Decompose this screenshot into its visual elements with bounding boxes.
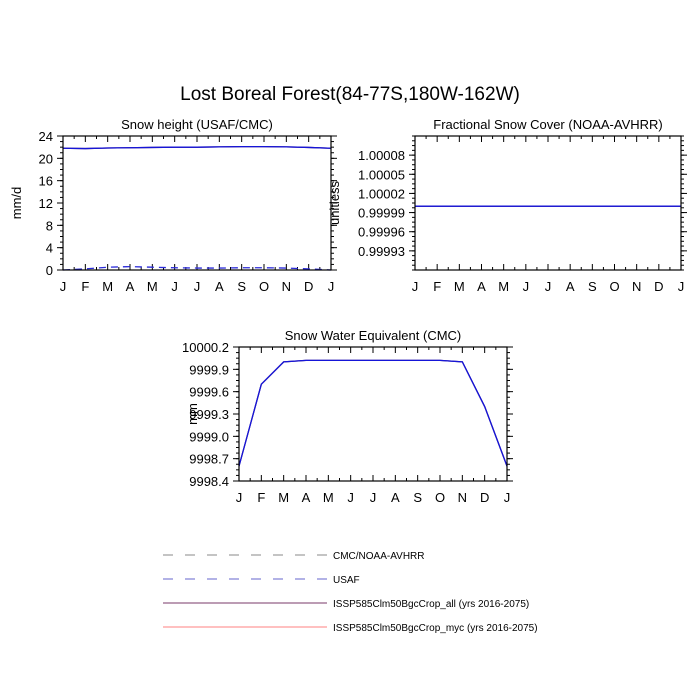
x-tick-label: S [588, 279, 597, 294]
y-tick-label: 12 [39, 196, 53, 211]
x-tick-label: N [632, 279, 641, 294]
x-tick-label: A [566, 279, 575, 294]
legend-label-4: ISSP585Clm50BgcCrop_myc (yrs 2016-2075) [333, 623, 538, 634]
y-tick-label: 9999.3 [189, 407, 229, 422]
legend-label-1: CMC/NOAA-AVHRR [333, 551, 424, 562]
x-tick-label: J [523, 279, 530, 294]
x-tick-label: M [323, 490, 334, 505]
legend-label-2: USAF [333, 575, 360, 586]
x-tick-label: M [278, 490, 289, 505]
x-tick-label: J [328, 279, 335, 294]
panel-title: Fractional Snow Cover (NOAA-AVHRR) [433, 117, 662, 132]
y-tick-label: 1.00008 [358, 148, 405, 163]
y-axis-label: mm/d [9, 187, 24, 220]
x-tick-label: J [504, 490, 511, 505]
y-axis-label: mm [185, 403, 200, 425]
x-tick-label: N [458, 490, 467, 505]
plot-frame [414, 135, 682, 271]
x-tick-label: M [147, 279, 158, 294]
y-tick-label: 24 [39, 129, 53, 144]
x-tick-label: D [304, 279, 313, 294]
x-tick-label: J [236, 490, 243, 505]
x-tick-label: A [302, 490, 311, 505]
panel-title: Snow Water Equivalent (CMC) [285, 328, 462, 343]
plot-frame [238, 346, 508, 482]
y-tick-label: 4 [46, 241, 53, 256]
plot-frame [62, 135, 332, 271]
chart-panel-2: Fractional Snow Cover (NOAA-AVHRR) unitle… [327, 117, 687, 294]
figure-title: Lost Boreal Forest(84-77S,180W-162W) [180, 84, 520, 105]
x-tick-label: F [257, 490, 265, 505]
x-tick-label: N [282, 279, 291, 294]
x-tick-label: J [545, 279, 552, 294]
x-tick-label: O [435, 490, 445, 505]
x-tick-label: J [171, 279, 178, 294]
x-tick-label: F [433, 279, 441, 294]
y-tick-label: 9998.7 [189, 452, 229, 467]
y-tick-label: 9999.9 [189, 362, 229, 377]
y-tick-label: 9999.6 [189, 385, 229, 400]
x-tick-label: M [454, 279, 465, 294]
series-line-2 [62, 145, 332, 150]
x-tick-label: A [391, 490, 400, 505]
y-tick-label: 0.99993 [358, 244, 405, 259]
y-tick-label: 1.00005 [358, 167, 405, 182]
x-tick-label: F [81, 279, 89, 294]
x-tick-label: M [498, 279, 509, 294]
x-tick-label: M [102, 279, 113, 294]
x-tick-label: J [412, 279, 419, 294]
chart-panel-1: Snow height (USAF/CMC)mm/dJ F M A M J J A S O N D J0… [9, 117, 337, 294]
y-tick-label: 9999.0 [189, 429, 229, 444]
x-tick-label: O [259, 279, 269, 294]
series-line-2 [238, 359, 508, 467]
panels: Snow height (USAF/CMC)mm/dJ F M A M J J A S O N D J0… [9, 117, 687, 505]
panel-title: Snow height (USAF/CMC) [121, 117, 273, 132]
y-tick-label: 0 [46, 263, 53, 278]
legend-label-3: ISSP585Clm50BgcCrop_all (yrs 2016-2075) [333, 599, 529, 610]
x-tick-label: A [215, 279, 224, 294]
x-tick-label: A [126, 279, 135, 294]
series-line-1 [238, 359, 508, 467]
y-tick-label: 0.99996 [358, 225, 405, 240]
series-line-3 [62, 265, 332, 271]
y-tick-label: 1.00002 [358, 186, 405, 201]
y-axis-label: unitless [327, 180, 342, 225]
x-tick-label: D [480, 490, 489, 505]
y-tick-label: 9998.4 [189, 474, 229, 489]
chart-panel-3: Snow Water Equivalent (CMC)mmJ F M A M J J A S O N… [182, 328, 513, 505]
y-tick-label: 10000.2 [182, 340, 229, 355]
y-tick-label: 8 [46, 218, 53, 233]
x-tick-label: J [678, 279, 685, 294]
x-tick-label: J [370, 490, 377, 505]
y-tick-label: 20 [39, 151, 53, 166]
x-tick-label: J [194, 279, 201, 294]
y-tick-label: 0.99999 [358, 206, 405, 221]
x-tick-label: O [609, 279, 619, 294]
x-tick-label: A [477, 279, 486, 294]
legend: CMC/NOAA-AVHRR USAF ISSP585Clm50BgcCrop_al… [163, 551, 538, 634]
x-tick-label: D [654, 279, 663, 294]
x-tick-label: J [60, 279, 67, 294]
x-tick-label: J [347, 490, 354, 505]
x-tick-label: S [413, 490, 422, 505]
x-tick-label: S [237, 279, 246, 294]
y-tick-label: 16 [39, 174, 53, 189]
